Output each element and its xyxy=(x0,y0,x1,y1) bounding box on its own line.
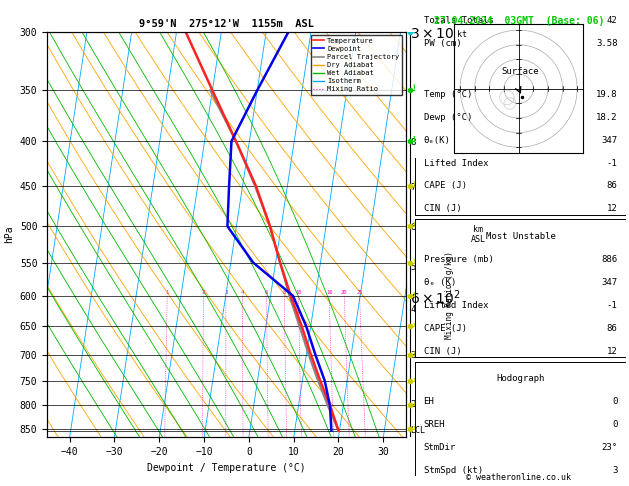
Text: 347: 347 xyxy=(601,278,618,287)
Text: 1: 1 xyxy=(165,290,169,295)
Text: Mixing Ratio (g/kg): Mixing Ratio (g/kg) xyxy=(445,251,454,339)
Text: 3: 3 xyxy=(225,290,228,295)
Text: θₑ(K): θₑ(K) xyxy=(423,136,450,145)
Text: 0: 0 xyxy=(612,397,618,406)
Text: 8: 8 xyxy=(282,290,286,295)
Text: CAPE (J): CAPE (J) xyxy=(423,181,467,191)
Text: 19.8: 19.8 xyxy=(596,90,618,99)
Text: 38: 38 xyxy=(607,0,618,2)
Text: K: K xyxy=(423,0,429,2)
Text: CIN (J): CIN (J) xyxy=(423,205,461,213)
Text: Temp (°C): Temp (°C) xyxy=(423,90,472,99)
Text: 16: 16 xyxy=(326,290,332,295)
Text: -1: -1 xyxy=(607,301,618,310)
Text: Hodograph: Hodograph xyxy=(496,374,545,383)
Text: Lifted Index: Lifted Index xyxy=(423,158,488,168)
Text: 18.2: 18.2 xyxy=(596,113,618,122)
Text: 2: 2 xyxy=(202,290,205,295)
Text: 25: 25 xyxy=(357,290,363,295)
X-axis label: Dewpoint / Temperature (°C): Dewpoint / Temperature (°C) xyxy=(147,463,306,473)
Text: -1: -1 xyxy=(607,158,618,168)
Text: SREH: SREH xyxy=(423,420,445,429)
Text: CAPE (J): CAPE (J) xyxy=(423,324,467,333)
Y-axis label: km
ASL: km ASL xyxy=(470,225,486,244)
Legend: Temperature, Dewpoint, Parcel Trajectory, Dry Adiabat, Wet Adiabat, Isotherm, Mi: Temperature, Dewpoint, Parcel Trajectory… xyxy=(311,35,402,95)
Text: 0: 0 xyxy=(612,420,618,429)
Text: Dewp (°C): Dewp (°C) xyxy=(423,113,472,122)
Text: kt: kt xyxy=(457,30,467,39)
Text: 86: 86 xyxy=(607,181,618,191)
Text: θₑ (K): θₑ (K) xyxy=(423,278,456,287)
Text: Pressure (mb): Pressure (mb) xyxy=(423,255,493,264)
Text: 12: 12 xyxy=(607,347,618,356)
Text: 27.04.2024  03GMT  (Base: 06): 27.04.2024 03GMT (Base: 06) xyxy=(434,16,604,26)
Text: EH: EH xyxy=(423,397,434,406)
Text: 886: 886 xyxy=(601,255,618,264)
Text: 42: 42 xyxy=(607,16,618,25)
Text: © weatheronline.co.uk: © weatheronline.co.uk xyxy=(467,473,571,482)
Text: StmSpd (kt): StmSpd (kt) xyxy=(423,466,482,475)
Text: LCL: LCL xyxy=(410,426,425,435)
Text: PW (cm): PW (cm) xyxy=(423,39,461,48)
Text: Most Unstable: Most Unstable xyxy=(486,232,555,241)
Text: Lifted Index: Lifted Index xyxy=(423,301,488,310)
Text: 347: 347 xyxy=(601,136,618,145)
Text: StmDir: StmDir xyxy=(423,443,456,452)
Text: 12: 12 xyxy=(607,205,618,213)
Text: 6: 6 xyxy=(265,290,268,295)
Text: CIN (J): CIN (J) xyxy=(423,347,461,356)
Text: 4: 4 xyxy=(241,290,244,295)
Y-axis label: hPa: hPa xyxy=(4,226,14,243)
Text: 10: 10 xyxy=(295,290,302,295)
Text: 3: 3 xyxy=(612,466,618,475)
Text: Totals Totals: Totals Totals xyxy=(423,16,493,25)
Text: 20: 20 xyxy=(341,290,347,295)
Text: 3.58: 3.58 xyxy=(596,39,618,48)
Title: 9°59'N  275°12'W  1155m  ASL: 9°59'N 275°12'W 1155m ASL xyxy=(139,19,314,30)
Text: Surface: Surface xyxy=(502,67,539,76)
Text: 86: 86 xyxy=(607,324,618,333)
Text: 23°: 23° xyxy=(601,443,618,452)
